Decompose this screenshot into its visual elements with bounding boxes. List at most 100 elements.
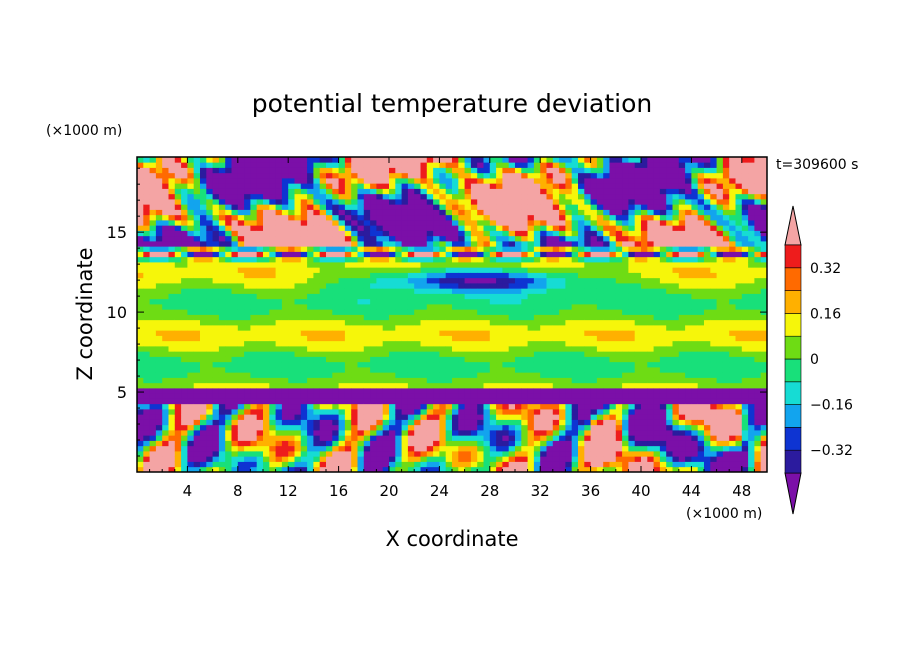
field-cell <box>533 293 541 300</box>
field-cell <box>521 256 528 263</box>
field-cell <box>338 262 346 268</box>
field-cell <box>225 445 232 452</box>
field-cell <box>181 178 188 184</box>
field-cell <box>578 214 585 221</box>
field-cell <box>470 309 478 315</box>
field-cell <box>590 325 598 331</box>
field-cell <box>363 157 371 163</box>
field-cell <box>376 461 384 468</box>
field-cell <box>628 409 636 415</box>
field-cell <box>407 393 415 399</box>
field-cell <box>225 435 232 441</box>
field-cell <box>407 356 415 363</box>
field-cell <box>508 398 516 405</box>
field-cell <box>641 445 648 452</box>
field-cell <box>269 246 276 252</box>
field-cell <box>307 298 314 305</box>
field-cell <box>200 430 207 436</box>
field-cell <box>275 340 283 347</box>
field-cell <box>187 430 195 436</box>
field-cell <box>332 361 339 368</box>
field-cell <box>313 330 321 336</box>
field-cell <box>326 162 333 168</box>
field-cell <box>634 298 642 305</box>
field-cell <box>647 372 654 378</box>
field-cell <box>552 440 560 447</box>
field-cell <box>439 461 447 468</box>
field-cell <box>382 361 390 368</box>
field-cell <box>552 199 560 205</box>
field-cell <box>527 241 535 247</box>
field-cell <box>584 461 591 468</box>
field-cell <box>250 419 258 426</box>
field-cell <box>200 435 207 441</box>
field-cell <box>590 393 598 399</box>
field-cell <box>420 451 428 457</box>
field-cell <box>294 298 302 305</box>
field-cell <box>414 293 421 300</box>
field-cell <box>250 388 258 394</box>
field-cell <box>559 409 566 415</box>
field-cell <box>281 246 289 252</box>
field-cell <box>174 241 182 247</box>
field-cell <box>615 461 623 468</box>
field-cell <box>489 440 497 447</box>
field-cell <box>584 241 591 247</box>
field-cell <box>187 214 195 221</box>
field-cell <box>155 398 163 405</box>
field-cell <box>496 162 503 168</box>
field-cell <box>615 241 623 247</box>
field-cell <box>615 283 623 289</box>
field-cell <box>634 262 642 268</box>
field-cell <box>470 304 478 310</box>
field-cell <box>193 288 201 294</box>
field-cell <box>527 288 535 294</box>
field-cell <box>149 351 157 357</box>
field-cell <box>181 209 188 216</box>
field-cell <box>193 188 201 195</box>
field-cell <box>647 204 654 210</box>
field-cell <box>382 461 390 468</box>
field-cell <box>263 419 270 426</box>
field-cell <box>256 356 264 363</box>
field-cell <box>483 367 491 373</box>
field-cell <box>225 277 232 284</box>
field-cell <box>414 361 421 368</box>
field-cell <box>263 325 270 331</box>
field-cell <box>401 335 409 342</box>
field-cell <box>426 272 434 279</box>
field-cell <box>401 262 409 268</box>
field-cell <box>641 277 648 284</box>
field-cell <box>603 409 610 415</box>
field-cell <box>578 403 585 410</box>
field-cell <box>363 293 371 300</box>
field-cell <box>634 388 642 394</box>
field-cell <box>206 204 213 210</box>
field-cell <box>590 199 598 205</box>
field-cell <box>527 214 535 221</box>
field-cell <box>200 298 207 305</box>
field-cell <box>326 466 333 472</box>
field-cell <box>168 451 176 457</box>
field-cell <box>578 298 585 305</box>
field-cell <box>382 283 390 289</box>
field-cell <box>294 309 302 315</box>
field-cell <box>288 398 295 405</box>
field-cell <box>231 361 239 368</box>
field-cell <box>407 377 415 384</box>
field-cell <box>433 230 440 237</box>
field-cell <box>527 361 535 368</box>
field-cell <box>181 304 188 310</box>
field-cell <box>206 445 213 452</box>
field-cell <box>193 403 201 410</box>
field-cell <box>445 241 453 247</box>
field-cell <box>584 246 591 252</box>
field-cell <box>326 293 333 300</box>
field-cell <box>162 235 169 242</box>
field-cell <box>300 157 308 163</box>
field-cell <box>603 445 610 452</box>
field-cell <box>634 214 642 221</box>
field-cell <box>200 461 207 468</box>
field-cell <box>515 398 522 405</box>
field-cell <box>300 188 308 195</box>
